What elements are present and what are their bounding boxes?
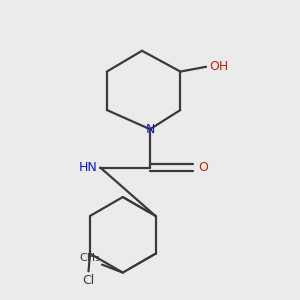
Text: CH₃: CH₃ [80,253,100,263]
Text: HN: HN [78,161,97,174]
Text: N: N [145,123,155,136]
Text: OH: OH [209,60,229,73]
Text: Cl: Cl [82,274,94,287]
Text: O: O [198,161,208,174]
